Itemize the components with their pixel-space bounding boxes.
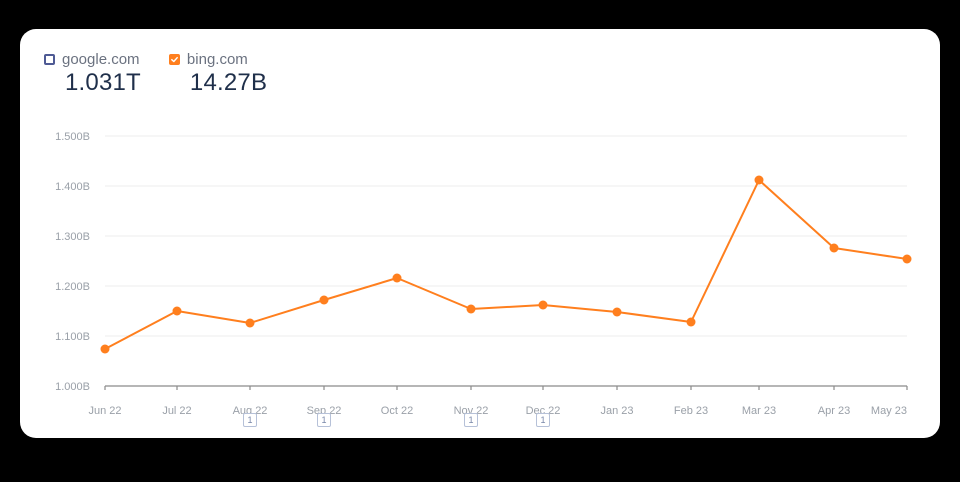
legend-item-bing[interactable]: bing.com 14.27B: [168, 51, 268, 97]
x-axis-tick-label: Jun 22: [88, 405, 121, 417]
data-point[interactable]: [466, 304, 476, 314]
x-axis-tick-label: Nov 22: [454, 405, 489, 417]
legend-label: google.com: [62, 51, 140, 68]
y-axis-tick-label: 1.400B: [55, 181, 90, 193]
annotation-badge[interactable]: 1: [243, 413, 257, 427]
x-axis-tick-label: Jul 22: [162, 405, 191, 417]
x-axis-tick-label: Jan 23: [600, 405, 633, 417]
x-axis-tick-label: Oct 22: [381, 405, 413, 417]
annotation-badge[interactable]: 1: [464, 413, 478, 427]
data-point[interactable]: [686, 317, 696, 327]
x-axis-tick-label: Feb 23: [674, 405, 708, 417]
data-point[interactable]: [392, 273, 402, 283]
legend-total-value: 1.031T: [65, 69, 141, 96]
x-axis-tick-label: Aug 22: [233, 405, 268, 417]
checkbox-checked-icon[interactable]: [168, 54, 180, 65]
data-point[interactable]: [829, 243, 839, 253]
chart-card: google.com 1.031T bing.com 14.27B 1.000B…: [20, 29, 940, 438]
x-axis-tick-label: May 23: [871, 405, 907, 417]
checkbox-unchecked-icon[interactable]: [44, 54, 55, 65]
data-point[interactable]: [319, 295, 329, 305]
data-point[interactable]: [902, 254, 912, 264]
data-point[interactable]: [754, 175, 764, 185]
x-axis-tick-label: Dec 22: [526, 405, 561, 417]
y-axis-tick-label: 1.300B: [55, 231, 90, 243]
y-axis-tick-label: 1.200B: [55, 281, 90, 293]
data-point[interactable]: [245, 318, 255, 328]
legend-item-google[interactable]: google.com 1.031T: [44, 51, 141, 97]
y-axis-tick-label: 1.100B: [55, 331, 90, 343]
x-axis-tick-label: Sep 22: [307, 405, 342, 417]
data-point[interactable]: [538, 300, 548, 310]
x-axis-tick-label: Mar 23: [742, 405, 776, 417]
legend-label: bing.com: [186, 51, 248, 68]
annotation-badge[interactable]: 1: [317, 413, 331, 427]
data-point[interactable]: [100, 344, 110, 354]
legend: google.com 1.031T bing.com 14.27B: [44, 51, 267, 97]
line-chart: 1.000B 1.100B 1.200B 1.300B 1.400B 1.500B Jun …: [55, 131, 912, 417]
legend-total-value: 14.27B: [189, 69, 268, 96]
annotation-badge[interactable]: 1: [536, 413, 550, 427]
series-line: [104, 179, 908, 350]
data-point[interactable]: [172, 306, 182, 316]
x-axis-tick-label: Apr 23: [818, 405, 850, 417]
y-axis-tick-label: 1.000B: [55, 381, 90, 393]
data-point[interactable]: [612, 307, 622, 317]
y-axis-tick-label: 1.500B: [55, 131, 90, 143]
